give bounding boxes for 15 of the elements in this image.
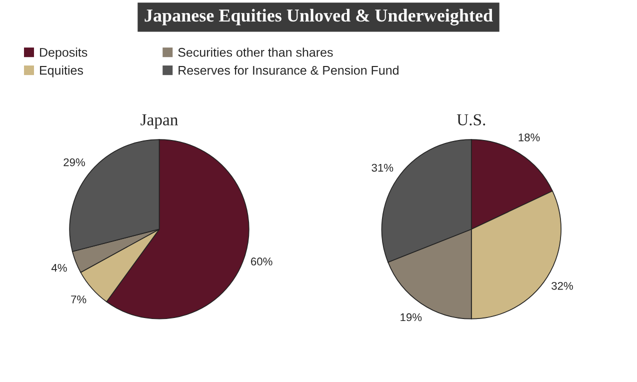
data-label: 18%	[518, 133, 540, 142]
legend-label: Securities other than shares	[178, 48, 333, 57]
legend-label: Deposits	[40, 48, 88, 60]
data-label: 31%	[372, 164, 394, 172]
data-label: 32%	[552, 282, 573, 290]
data-label: 19%	[400, 313, 422, 322]
data-label: 29%	[64, 158, 85, 166]
data-label: 60%	[251, 258, 272, 266]
legend-label: Equities	[40, 66, 84, 78]
data-label: 7%	[71, 296, 86, 304]
data-label: 4%	[51, 264, 67, 272]
legend-label: Reserves for Insurance & Pension Fund	[178, 66, 398, 75]
text: Japan	[140, 114, 178, 129]
text: Japanese Equities Unloved & Underweighted	[144, 8, 493, 26]
chart-title: U.S.	[456, 114, 486, 126]
